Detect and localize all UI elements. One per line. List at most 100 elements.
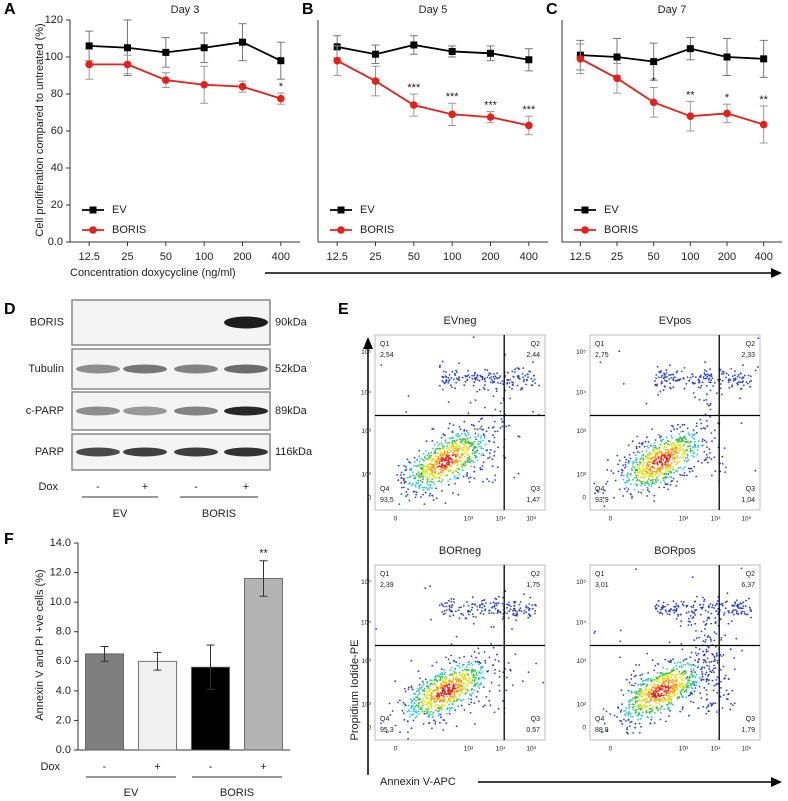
event-dot — [457, 467, 460, 470]
event-dot — [686, 453, 689, 456]
panel-label: F — [4, 531, 14, 548]
event-dot — [727, 374, 730, 376]
event-dot — [665, 459, 668, 462]
event-dot — [747, 382, 749, 385]
event-dot — [664, 465, 667, 467]
event-dot — [642, 465, 645, 468]
event-dot — [684, 658, 686, 661]
event-dot — [507, 662, 510, 664]
event-dot — [414, 693, 416, 696]
event-dot — [462, 453, 465, 456]
quadrant-name: Q4 — [380, 486, 389, 493]
event-dot — [725, 689, 728, 692]
event-dot — [686, 376, 689, 378]
event-dot — [517, 435, 520, 438]
event-dot — [690, 673, 693, 675]
x-tick-label: 10³ — [464, 746, 474, 753]
event-dot — [486, 369, 489, 371]
event-dot — [447, 442, 449, 444]
event-dot — [629, 712, 632, 715]
event-dot — [671, 448, 673, 451]
event-dot — [429, 702, 432, 704]
event-dot — [458, 473, 461, 476]
event-dot — [635, 459, 638, 461]
event-dot — [673, 471, 675, 474]
event-dot — [682, 445, 685, 447]
event-dot — [730, 368, 732, 370]
event-dot — [422, 684, 425, 686]
event-dot — [705, 648, 708, 651]
event-dot — [631, 703, 634, 706]
event-dot — [648, 484, 650, 487]
event-dot — [650, 683, 652, 686]
event-dot — [645, 481, 648, 484]
event-dot — [479, 374, 482, 377]
event-dot — [406, 476, 409, 479]
event-dot — [486, 376, 489, 379]
event-dot — [441, 451, 443, 454]
event-dot — [488, 699, 491, 702]
event-dot — [634, 483, 637, 485]
event-dot — [660, 458, 662, 461]
event-dot — [452, 470, 455, 472]
event-dot — [719, 383, 722, 385]
event-dot — [735, 599, 738, 602]
event-dot — [602, 492, 605, 494]
quadrant-name: Q2 — [531, 571, 540, 578]
event-dot — [620, 720, 623, 723]
event-dot — [444, 612, 446, 615]
dox-label: Dox — [38, 481, 58, 493]
event-dot — [493, 373, 495, 375]
event-dot — [656, 453, 659, 456]
quadrant-value: 2,44 — [526, 352, 540, 359]
event-dot — [641, 476, 644, 478]
event-dot — [662, 479, 665, 482]
event-dot — [666, 470, 668, 473]
event-dot — [667, 488, 670, 491]
event-dot — [731, 689, 734, 692]
event-dot — [434, 452, 437, 454]
event-dot — [640, 484, 643, 487]
event-dot — [694, 396, 696, 399]
event-dot — [722, 665, 725, 668]
event-dot — [454, 683, 457, 686]
event-dot — [423, 703, 425, 706]
event-dot — [641, 714, 644, 717]
event-dot — [466, 458, 468, 460]
event-dot — [529, 615, 532, 618]
event-dot — [693, 455, 695, 458]
line — [579, 58, 764, 126]
event-dot — [445, 371, 447, 373]
event-dot — [622, 495, 625, 497]
x-tick-label: 0 — [394, 746, 398, 753]
significance: ** — [686, 89, 695, 101]
event-dot — [516, 615, 518, 617]
event-dot — [415, 493, 417, 496]
event-dot — [451, 458, 453, 461]
event-dot — [737, 613, 739, 616]
blot-band — [76, 364, 120, 374]
event-dot — [431, 440, 434, 442]
event-dot — [499, 611, 502, 614]
event-dot — [472, 461, 475, 464]
event-dot — [628, 707, 630, 710]
event-dot — [694, 665, 696, 667]
event-dot — [709, 408, 712, 411]
event-dot — [491, 664, 494, 666]
event-dot — [659, 371, 662, 374]
event-dot — [441, 673, 444, 676]
event-dot — [492, 380, 494, 383]
event-dot — [483, 388, 486, 391]
event-dot — [433, 473, 436, 475]
event-dot — [656, 467, 659, 469]
event-dot — [522, 380, 525, 383]
event-dot — [477, 440, 480, 443]
event-dot — [425, 708, 428, 711]
event-dot — [457, 378, 459, 381]
event-dot — [629, 715, 632, 718]
event-dot — [419, 708, 421, 710]
event-dot — [454, 446, 457, 449]
event-dot — [458, 438, 461, 441]
event-dot — [470, 465, 473, 468]
event-dot — [709, 381, 712, 384]
